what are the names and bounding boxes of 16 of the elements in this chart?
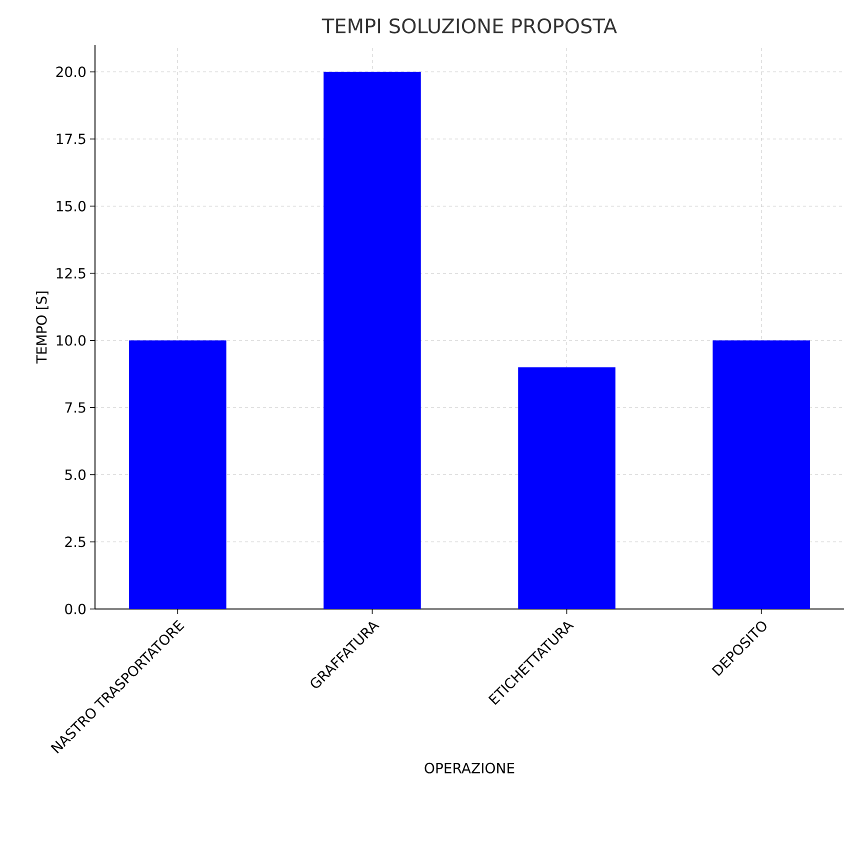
y-tick-label: 0.0: [64, 604, 86, 614]
x-axis-title: OPERAZIONE: [424, 762, 514, 774]
y-tick-label: 12.5: [56, 268, 86, 279]
y-tick-label: 15.0: [56, 200, 86, 212]
y-tick-label: 10.0: [56, 335, 86, 346]
bar: [518, 367, 616, 609]
bar: [128, 340, 226, 609]
y-tick-label: 2.5: [64, 536, 86, 548]
y-tick-label: 7.5: [65, 402, 86, 413]
y-tick-label: 5.0: [65, 469, 86, 480]
y-tick-label: 17.5: [56, 134, 86, 144]
bar: [712, 340, 810, 609]
bar: [323, 72, 421, 609]
y-tick-label: 20.0: [56, 66, 86, 78]
chart-title: TEMPI SOLUZIONE PROPOSTA: [322, 18, 617, 34]
y-axis-title: TEMPO [S]: [36, 292, 48, 364]
